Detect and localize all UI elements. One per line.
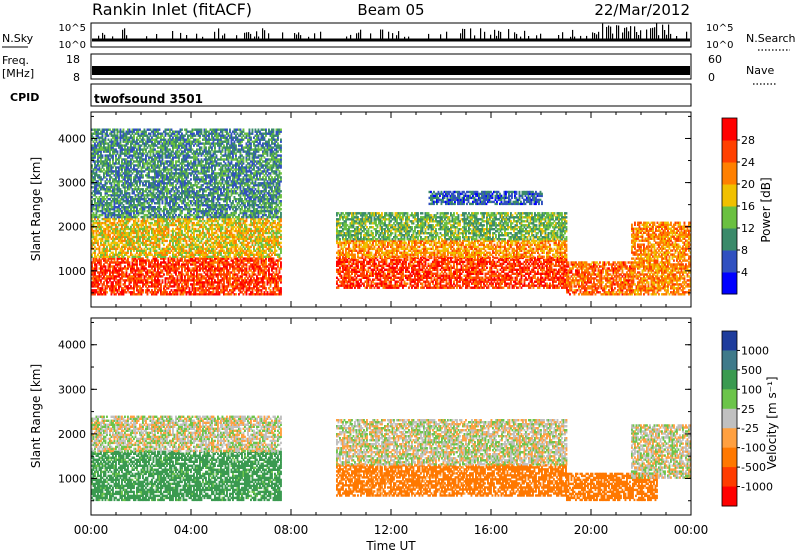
velocity-tick-5: -100 xyxy=(741,442,766,455)
velocity-colorbar-label: Velocity [m s⁻¹] xyxy=(765,376,779,469)
power-tick-5: 24 xyxy=(741,156,755,169)
nave-label: Nave xyxy=(746,64,774,77)
velTicks-label-2: 3000 xyxy=(58,383,86,396)
power-tick-6: 28 xyxy=(741,134,755,147)
power-feature-5 xyxy=(336,212,568,241)
power-feature-7 xyxy=(631,221,691,296)
power-swatch-0 xyxy=(722,272,737,295)
powerTicks-label-0: 1000 xyxy=(58,265,86,278)
power-panel: 1000 2000 3000 4000 Slant Range [km] xyxy=(29,111,692,308)
freq-label: Freq. xyxy=(2,54,29,67)
velocity-colorbar: 1000 500 100 25 -25 -100 -500 -1000 xyxy=(721,330,773,507)
powerTicks-label-1: 2000 xyxy=(58,221,86,234)
freq-tick-top: 18 xyxy=(66,53,80,66)
velocity-feature-6 xyxy=(631,424,691,479)
velocity-tick-0: 1000 xyxy=(741,344,769,357)
powerTicks-label-3: 4000 xyxy=(58,132,86,145)
time-tick-label-3: 12:00 xyxy=(374,523,409,537)
date-label: 22/Mar/2012 xyxy=(594,1,690,19)
power-colorbar: 4 8 12 16 20 24 28 xyxy=(721,117,755,295)
velocity-panel: 1000 2000 3000 4000 Slant Range [km] xyxy=(29,317,692,516)
velocity-swatch-6 xyxy=(722,447,737,468)
cpid-panel: CPID twofsound 3501 xyxy=(10,83,692,107)
velocity-swatch-2 xyxy=(722,369,737,390)
time-axis-label: Time UT xyxy=(365,539,416,553)
velocity-tick-4: -25 xyxy=(741,422,759,435)
power-swatch-3 xyxy=(722,206,737,229)
power-feature-6 xyxy=(566,261,633,296)
noise-panel: N.Sky 10^5 10^0 10^5 10^0 N.Search xyxy=(2,22,796,51)
freq-unit: [MHz] xyxy=(2,67,34,80)
velocity-feature-0 xyxy=(91,450,282,502)
velocity-ylabel: Slant Range [km] xyxy=(29,364,43,468)
velTicks-label-0: 1000 xyxy=(58,472,86,485)
power-tick-3: 16 xyxy=(741,200,755,213)
power-ylabel: Slant Range [km] xyxy=(29,157,43,261)
power-feature-4 xyxy=(336,239,568,258)
power-swatch-5 xyxy=(722,162,737,185)
velocity-feature-3 xyxy=(466,464,567,497)
power-swatch-1 xyxy=(722,250,737,273)
velocity-swatch-0 xyxy=(722,331,737,351)
velocity-feature-5 xyxy=(566,472,658,502)
noise-left-label: N.Sky xyxy=(2,32,34,45)
power-feature-0 xyxy=(91,257,282,296)
time-tick-label-0: 00:00 xyxy=(74,523,109,537)
power-swatch-2 xyxy=(722,228,737,251)
noise-right-label: N.Search xyxy=(746,32,796,45)
velocity-swatch-7 xyxy=(722,467,737,488)
velocity-tick-3: 25 xyxy=(741,403,755,416)
noise-left-tick-top: 10^5 xyxy=(59,23,86,34)
nave-tick-bottom: 0 xyxy=(708,71,715,84)
noise-left-tick-bottom: 10^0 xyxy=(59,40,86,51)
noise-trace xyxy=(92,23,690,42)
velocity-swatch-8 xyxy=(722,486,737,507)
cpid-label: CPID xyxy=(10,91,39,104)
power-tick-0: 4 xyxy=(741,266,748,279)
time-tick-label-2: 08:00 xyxy=(274,523,309,537)
power-feature-2 xyxy=(91,128,282,219)
time-tick-label-1: 04:00 xyxy=(174,523,209,537)
velocity-feature-4 xyxy=(336,419,568,466)
power-feature-1 xyxy=(91,217,282,258)
velocity-feature-2 xyxy=(336,464,467,497)
velocity-swatch-3 xyxy=(722,389,737,410)
time-tick-label-5: 20:00 xyxy=(574,523,609,537)
freq-tick-bottom: 8 xyxy=(73,71,80,84)
time-tick-label-4: 16:00 xyxy=(474,523,509,537)
power-tick-1: 8 xyxy=(741,244,748,257)
station-title: Rankin Inlet (fitACF) xyxy=(92,0,252,19)
velocity-swatch-5 xyxy=(722,428,737,449)
velocity-swatch-4 xyxy=(722,408,737,429)
power-swatch-4 xyxy=(722,184,737,207)
power-colorbar-label: Power [dB] xyxy=(759,177,773,242)
time-axis: 00:00 04:00 08:00 12:00 16:00 20:00 00:00 xyxy=(74,112,709,537)
time-tick-label-6: 00:00 xyxy=(674,523,709,537)
power-feature-3 xyxy=(336,256,568,289)
velocity-swatch-1 xyxy=(722,350,737,371)
velocity-tick-2: 100 xyxy=(741,383,762,396)
beam-label: Beam 05 xyxy=(357,1,424,19)
cpid-value: twofsound 3501 xyxy=(94,92,203,106)
velTicks-label-3: 4000 xyxy=(58,339,86,352)
power-tick-2: 12 xyxy=(741,222,755,235)
nave-tick-top: 60 xyxy=(708,53,722,66)
power-swatch-6 xyxy=(722,140,737,163)
noise-right-tick-bottom: 10^0 xyxy=(706,40,733,51)
frequency-panel: Freq. [MHz] 18 8 60 0 Nave xyxy=(2,53,776,85)
frequency-trace xyxy=(92,66,690,75)
power-feature-8 xyxy=(428,190,543,206)
velocity-tick-6: -500 xyxy=(741,461,766,474)
noise-right-tick-top: 10^5 xyxy=(706,23,733,34)
velocity-feature-1 xyxy=(91,415,282,453)
velocity-tick-7: -1000 xyxy=(741,481,773,494)
power-tick-4: 20 xyxy=(741,178,755,191)
velTicks-label-1: 2000 xyxy=(58,428,86,441)
power-swatch-7 xyxy=(722,118,737,141)
powerTicks-label-2: 3000 xyxy=(58,177,86,190)
velocity-tick-1: 500 xyxy=(741,364,762,377)
